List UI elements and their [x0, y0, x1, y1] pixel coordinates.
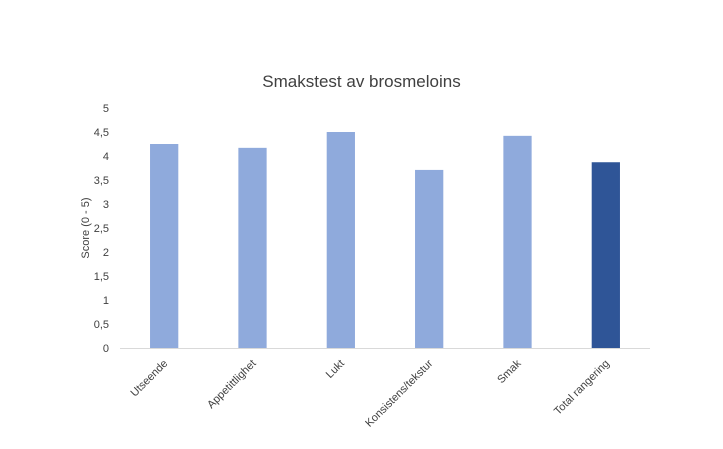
y-tick-label: 1	[103, 295, 109, 307]
x-tick-label: Total rangering	[552, 358, 612, 418]
x-tick-label: Appetittlighet	[205, 358, 258, 411]
y-tick-label: 3	[103, 199, 109, 211]
y-tick-label: 2,5	[94, 223, 109, 235]
y-tick-label: 5	[103, 103, 109, 115]
y-tick-label: 2	[103, 247, 109, 259]
bar-lukt	[326, 132, 355, 348]
y-axis-ticks: 0 0,5 1 1,5 2 2,5 3 3,5 4 4,5 5	[94, 103, 109, 355]
x-axis-labels: Utseende Appetittlighet Lukt Konsistens/tek…	[129, 357, 612, 429]
y-tick-label: 0	[103, 343, 109, 355]
x-tick-label: Konsistens/tekstur	[363, 357, 435, 429]
y-tick-label: 4,5	[94, 127, 109, 139]
bar-smak	[503, 135, 532, 348]
y-tick-label: 3,5	[94, 175, 109, 187]
chart-title: Smakstest av brosmeloins	[262, 72, 461, 91]
bar-total-rangering	[591, 162, 620, 348]
bars	[150, 132, 620, 348]
x-tick-label: Utseende	[129, 358, 171, 400]
x-tick-label: Smak	[495, 357, 524, 386]
y-tick-label: 4	[103, 151, 109, 163]
y-tick-label: 1,5	[94, 271, 109, 283]
y-axis-title: Score (0 - 5)	[80, 197, 92, 258]
y-tick-label: 0,5	[94, 319, 109, 331]
bar-konsistens-tekstur	[415, 169, 444, 348]
x-tick-label: Lukt	[324, 358, 347, 381]
bar-appetittlighet	[238, 147, 267, 348]
bar-utseende	[150, 144, 179, 348]
